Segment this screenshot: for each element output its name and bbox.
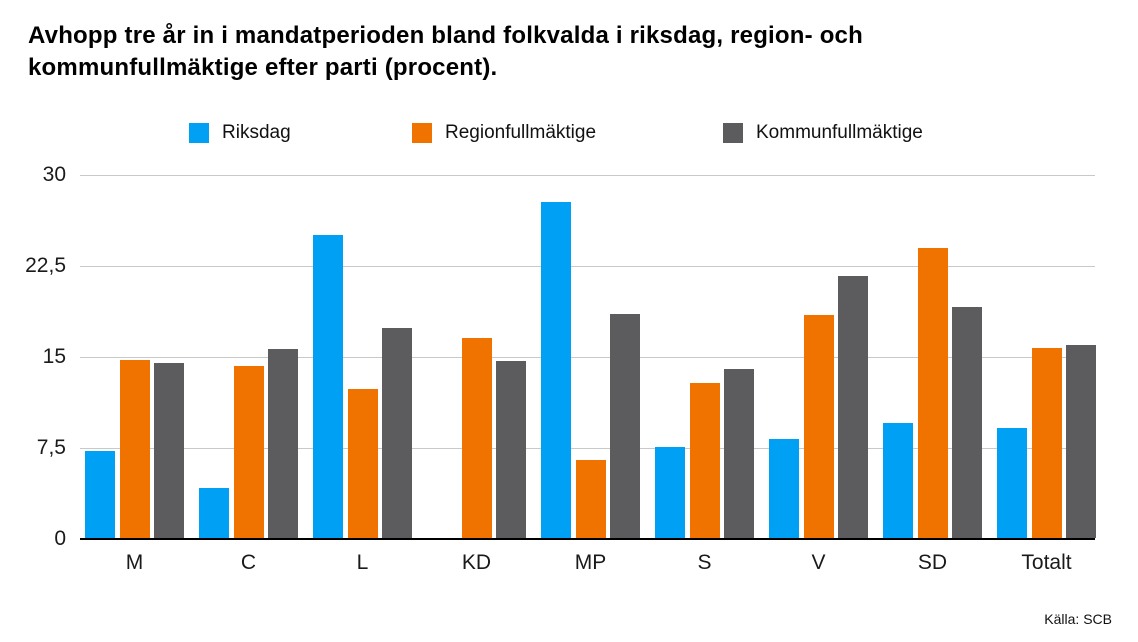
bar-kommunfullm-ktige-s [724, 369, 754, 538]
bar-kommunfullm-ktige-sd [952, 307, 982, 538]
bar-regionfullm-ktige-kd [462, 337, 492, 538]
legend-label-regionfullmaktige: Regionfullmäktige [445, 121, 597, 143]
x-tick-label-l: L [356, 551, 369, 574]
legend-swatch-regionfullmaktige [412, 122, 432, 143]
bar-regionfullm-ktige-m [120, 359, 150, 538]
y-tick-label-22-5: 22,5 [25, 254, 66, 277]
bar-riksdag-s [655, 447, 685, 538]
bar-regionfullm-ktige-mp [576, 460, 606, 538]
bar-riksdag-v [769, 438, 799, 538]
legend-item-kommunfullmaktige: Kommunfullmäktige [723, 122, 923, 143]
bar-kommunfullm-ktige-m [154, 363, 184, 538]
bar-riksdag-mp [541, 201, 571, 538]
source-note: Källa: SCB [1044, 611, 1112, 627]
legend-item-riksdag: Riksdag [189, 122, 291, 143]
x-tick-label-totalt: Totalt [1021, 551, 1072, 574]
bar-riksdag-sd [883, 422, 913, 538]
x-tick-label-m: M [125, 551, 144, 574]
bar-kommunfullm-ktige-v [838, 275, 868, 538]
x-tick-label-v: V [811, 551, 826, 574]
x-tick-label-sd: SD [917, 551, 948, 574]
chart-title-line2: kommunfullmäktige efter parti (procent). [28, 54, 498, 81]
legend-item-regionfullmaktige: Regionfullmäktige [412, 122, 596, 143]
chart-title-line1: Avhopp tre år in i mandatperioden bland … [28, 22, 863, 49]
gridline-22-5 [80, 266, 1095, 267]
bar-kommunfullm-ktige-c [268, 348, 298, 538]
bar-riksdag-totalt [997, 427, 1027, 538]
legend-swatch-riksdag [189, 122, 209, 143]
gridline-7-5 [80, 448, 1095, 449]
x-tick-label-kd: KD [461, 551, 492, 574]
bar-regionfullm-ktige-totalt [1032, 347, 1062, 538]
gridline-15 [80, 357, 1095, 358]
x-axis-line [80, 538, 1095, 540]
legend-swatch-kommunfullmaktige [723, 122, 743, 143]
bar-regionfullm-ktige-sd [918, 248, 948, 538]
legend-label-kommunfullmaktige: Kommunfullmäktige [756, 121, 923, 143]
plot-area [80, 175, 1096, 540]
y-tick-label-7-5: 7,5 [36, 436, 66, 459]
bar-riksdag-m [85, 450, 115, 538]
bar-riksdag-c [199, 488, 229, 538]
y-tick-label-30: 30 [42, 163, 66, 186]
gridline-30 [80, 175, 1095, 176]
chart-title: Avhopp tre år in i mandatperioden bland … [28, 20, 863, 84]
x-tick-label-mp: MP [574, 551, 607, 574]
bar-regionfullm-ktige-s [690, 382, 720, 538]
x-tick-label-c: C [240, 551, 257, 574]
bar-kommunfullm-ktige-kd [496, 360, 526, 538]
legend-label-riksdag: Riksdag [222, 121, 291, 143]
bar-regionfullm-ktige-l [348, 388, 378, 538]
y-tick-label-0: 0 [54, 527, 66, 550]
bar-kommunfullm-ktige-l [382, 328, 412, 538]
bar-regionfullm-ktige-v [804, 314, 834, 538]
bar-kommunfullm-ktige-mp [610, 313, 640, 538]
bar-regionfullm-ktige-c [234, 365, 264, 538]
bar-kommunfullm-ktige-totalt [1066, 345, 1096, 538]
bar-riksdag-l [313, 234, 343, 538]
x-tick-label-s: S [697, 551, 712, 574]
y-tick-label-15: 15 [42, 345, 66, 368]
